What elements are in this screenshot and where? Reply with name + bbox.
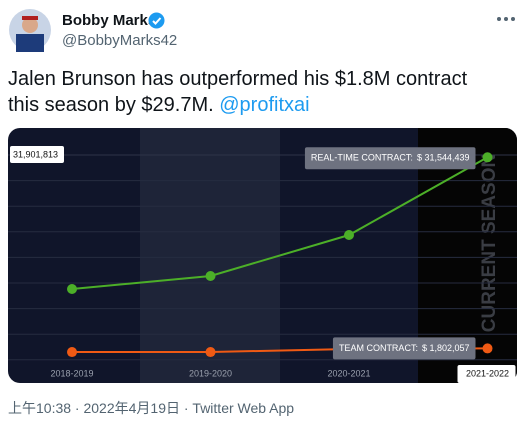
author-handle[interactable]: @BobbyMarks42 (62, 32, 178, 49)
tweet-text: Jalen Brunson has outperformed his $1.8M… (8, 66, 488, 118)
tweet-footer: 上午10:38 · 2022年4月19日 · Twitter Web App (8, 400, 295, 416)
tooltip-box (304, 147, 476, 170)
data-point (482, 343, 493, 354)
current-season-label: CURRENT SEASON (479, 154, 500, 332)
y-tick-box (10, 146, 64, 163)
x-tick-box (457, 365, 516, 383)
tweet-body: Jalen Brunson has outperformed his $1.8M… (8, 68, 468, 116)
tooltip-box (332, 337, 476, 360)
author-name[interactable]: Bobby Marks (62, 12, 157, 29)
y-tick-label: 31,901,813 (13, 149, 58, 159)
data-point (482, 152, 493, 163)
data-point (67, 347, 77, 358)
more-button[interactable] (496, 16, 516, 22)
chart-image[interactable]: CURRENT SEASON 31,901,813 2018-2019 2019-2… (8, 128, 517, 383)
value-label: $ 1,802,057 (422, 343, 470, 353)
x-tick-label: 2020-2021 (327, 368, 370, 378)
x-tick-label: 2019-2020 (189, 368, 232, 378)
series-line (71, 156, 488, 290)
value-label: $ 31,544,439 (417, 153, 470, 163)
data-point (205, 347, 216, 358)
x-tick-label: 2018-2019 (50, 368, 93, 378)
shaded-band (140, 128, 280, 383)
avatar[interactable] (8, 8, 52, 52)
data-point (344, 230, 354, 241)
tooltip: TEAM CONTRACT: $ 1,802,057 (332, 337, 476, 360)
data-point (205, 271, 216, 282)
legend-label: TEAM CONTRACT: (339, 343, 418, 353)
tooltip: REAL-TIME CONTRACT: $ 31,544,439 (304, 147, 476, 170)
legend-label: REAL-TIME CONTRACT: (311, 153, 413, 163)
verified-badge (148, 12, 165, 29)
data-point (67, 283, 77, 294)
x-tick-label: 2021-2022 (466, 368, 509, 378)
mention-link[interactable]: @profitxai (219, 94, 310, 116)
